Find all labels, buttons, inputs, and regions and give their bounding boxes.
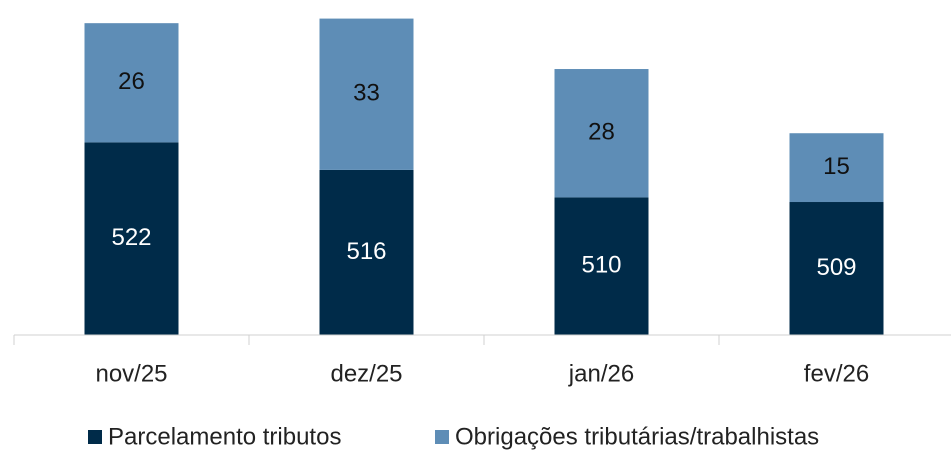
bar-segment xyxy=(789,202,884,335)
x-tick-label: dez/25 xyxy=(330,360,402,387)
legend-label: Parcelamento tributos xyxy=(108,423,341,450)
x-tick-label: nov/25 xyxy=(95,360,167,387)
bar-segment xyxy=(319,18,414,170)
bar-segment xyxy=(554,197,649,335)
bar-segment xyxy=(84,23,179,143)
data-label: 510 xyxy=(581,252,621,279)
bar-segment xyxy=(789,133,884,203)
data-label: 15 xyxy=(823,153,850,180)
x-tick-label: fev/26 xyxy=(804,360,869,387)
data-label: 26 xyxy=(118,68,145,95)
x-tick-label: jan/26 xyxy=(568,360,634,387)
legend-label: Obrigações tributárias/trabalhistas xyxy=(455,423,819,450)
bar-segment xyxy=(319,169,414,335)
legend-swatch xyxy=(435,430,449,444)
data-label: 33 xyxy=(353,80,380,107)
bar-segment xyxy=(84,142,179,335)
data-label: 509 xyxy=(816,254,856,281)
legend-swatch xyxy=(88,430,102,444)
data-label: 516 xyxy=(346,238,386,265)
data-label: 522 xyxy=(111,224,151,251)
bar-segment xyxy=(554,69,649,198)
data-label: 28 xyxy=(588,119,615,146)
